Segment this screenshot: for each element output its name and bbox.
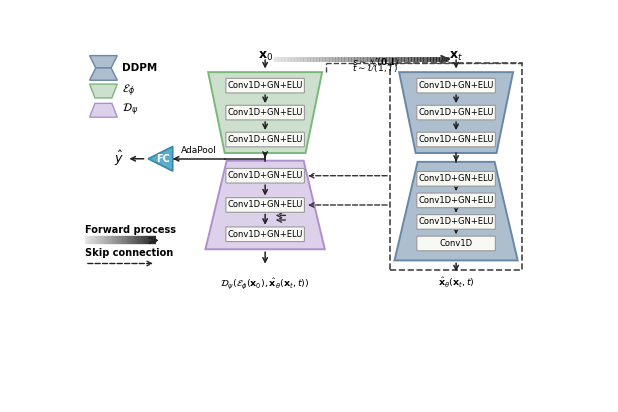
Text: Conv1D+GN+ELU: Conv1D+GN+ELU xyxy=(418,218,494,227)
Polygon shape xyxy=(90,84,117,98)
Polygon shape xyxy=(205,161,325,249)
Polygon shape xyxy=(90,56,117,68)
Polygon shape xyxy=(394,162,518,260)
Text: Conv1D+GN+ELU: Conv1D+GN+ELU xyxy=(227,81,303,90)
FancyBboxPatch shape xyxy=(226,78,305,93)
FancyBboxPatch shape xyxy=(226,227,305,241)
Text: $\mathcal{D}_{\psi}$: $\mathcal{D}_{\psi}$ xyxy=(122,102,138,119)
Text: Conv1D+GN+ELU: Conv1D+GN+ELU xyxy=(227,171,303,180)
Polygon shape xyxy=(399,72,513,153)
FancyBboxPatch shape xyxy=(226,198,305,212)
Text: Conv1D+GN+ELU: Conv1D+GN+ELU xyxy=(227,108,303,117)
Text: $\mathbf{x}_0$: $\mathbf{x}_0$ xyxy=(258,50,273,63)
Polygon shape xyxy=(208,72,322,153)
Text: Conv1D+GN+ELU: Conv1D+GN+ELU xyxy=(227,230,303,239)
Text: Conv1D+GN+ELU: Conv1D+GN+ELU xyxy=(418,196,494,205)
FancyBboxPatch shape xyxy=(417,215,496,229)
Text: FC: FC xyxy=(156,154,171,164)
FancyBboxPatch shape xyxy=(417,171,496,186)
Text: Conv1D+GN+ELU: Conv1D+GN+ELU xyxy=(418,108,494,117)
Text: Conv1D: Conv1D xyxy=(439,239,473,248)
FancyBboxPatch shape xyxy=(417,105,496,120)
Text: $\hat{y}$: $\hat{y}$ xyxy=(114,149,124,169)
Polygon shape xyxy=(90,103,117,117)
FancyBboxPatch shape xyxy=(226,132,305,147)
Text: Skip connection: Skip connection xyxy=(85,248,173,258)
Polygon shape xyxy=(148,146,173,171)
FancyBboxPatch shape xyxy=(417,193,496,208)
Text: $\mathcal{D}_{\psi}(\mathcal{E}_{\phi}(\mathbf{x}_0), \hat{\mathbf{x}}_{\theta}(: $\mathcal{D}_{\psi}(\mathcal{E}_{\phi}(\… xyxy=(221,276,310,290)
Text: $\mathbf{x}_t$: $\mathbf{x}_t$ xyxy=(449,50,463,63)
Text: DDPM: DDPM xyxy=(122,63,157,73)
FancyBboxPatch shape xyxy=(226,169,305,183)
Text: $\epsilon \sim \mathcal{N}(\mathbf{0}, \mathbf{I})$: $\epsilon \sim \mathcal{N}(\mathbf{0}, \… xyxy=(352,56,399,68)
Text: Conv1D+GN+ELU: Conv1D+GN+ELU xyxy=(227,135,303,144)
FancyBboxPatch shape xyxy=(417,236,496,251)
Text: Conv1D+GN+ELU: Conv1D+GN+ELU xyxy=(418,81,494,90)
Text: $t \sim \mathcal{U}(1, T)$: $t \sim \mathcal{U}(1, T)$ xyxy=(352,62,398,74)
Text: Conv1D+GN+ELU: Conv1D+GN+ELU xyxy=(227,201,303,209)
Text: $\mathcal{E}_{\phi}$: $\mathcal{E}_{\phi}$ xyxy=(122,83,135,99)
Text: AdaPool: AdaPool xyxy=(181,146,217,155)
FancyBboxPatch shape xyxy=(417,132,496,147)
Text: Forward process: Forward process xyxy=(85,225,176,234)
Text: Conv1D+GN+ELU: Conv1D+GN+ELU xyxy=(418,135,494,144)
FancyBboxPatch shape xyxy=(417,78,496,93)
Text: Conv1D+GN+ELU: Conv1D+GN+ELU xyxy=(418,174,494,183)
Text: $\hat{\mathbf{x}}_{\theta}(\mathbf{x}_t, t)$: $\hat{\mathbf{x}}_{\theta}(\mathbf{x}_t,… xyxy=(438,276,475,290)
Polygon shape xyxy=(90,68,117,80)
FancyBboxPatch shape xyxy=(226,105,305,120)
